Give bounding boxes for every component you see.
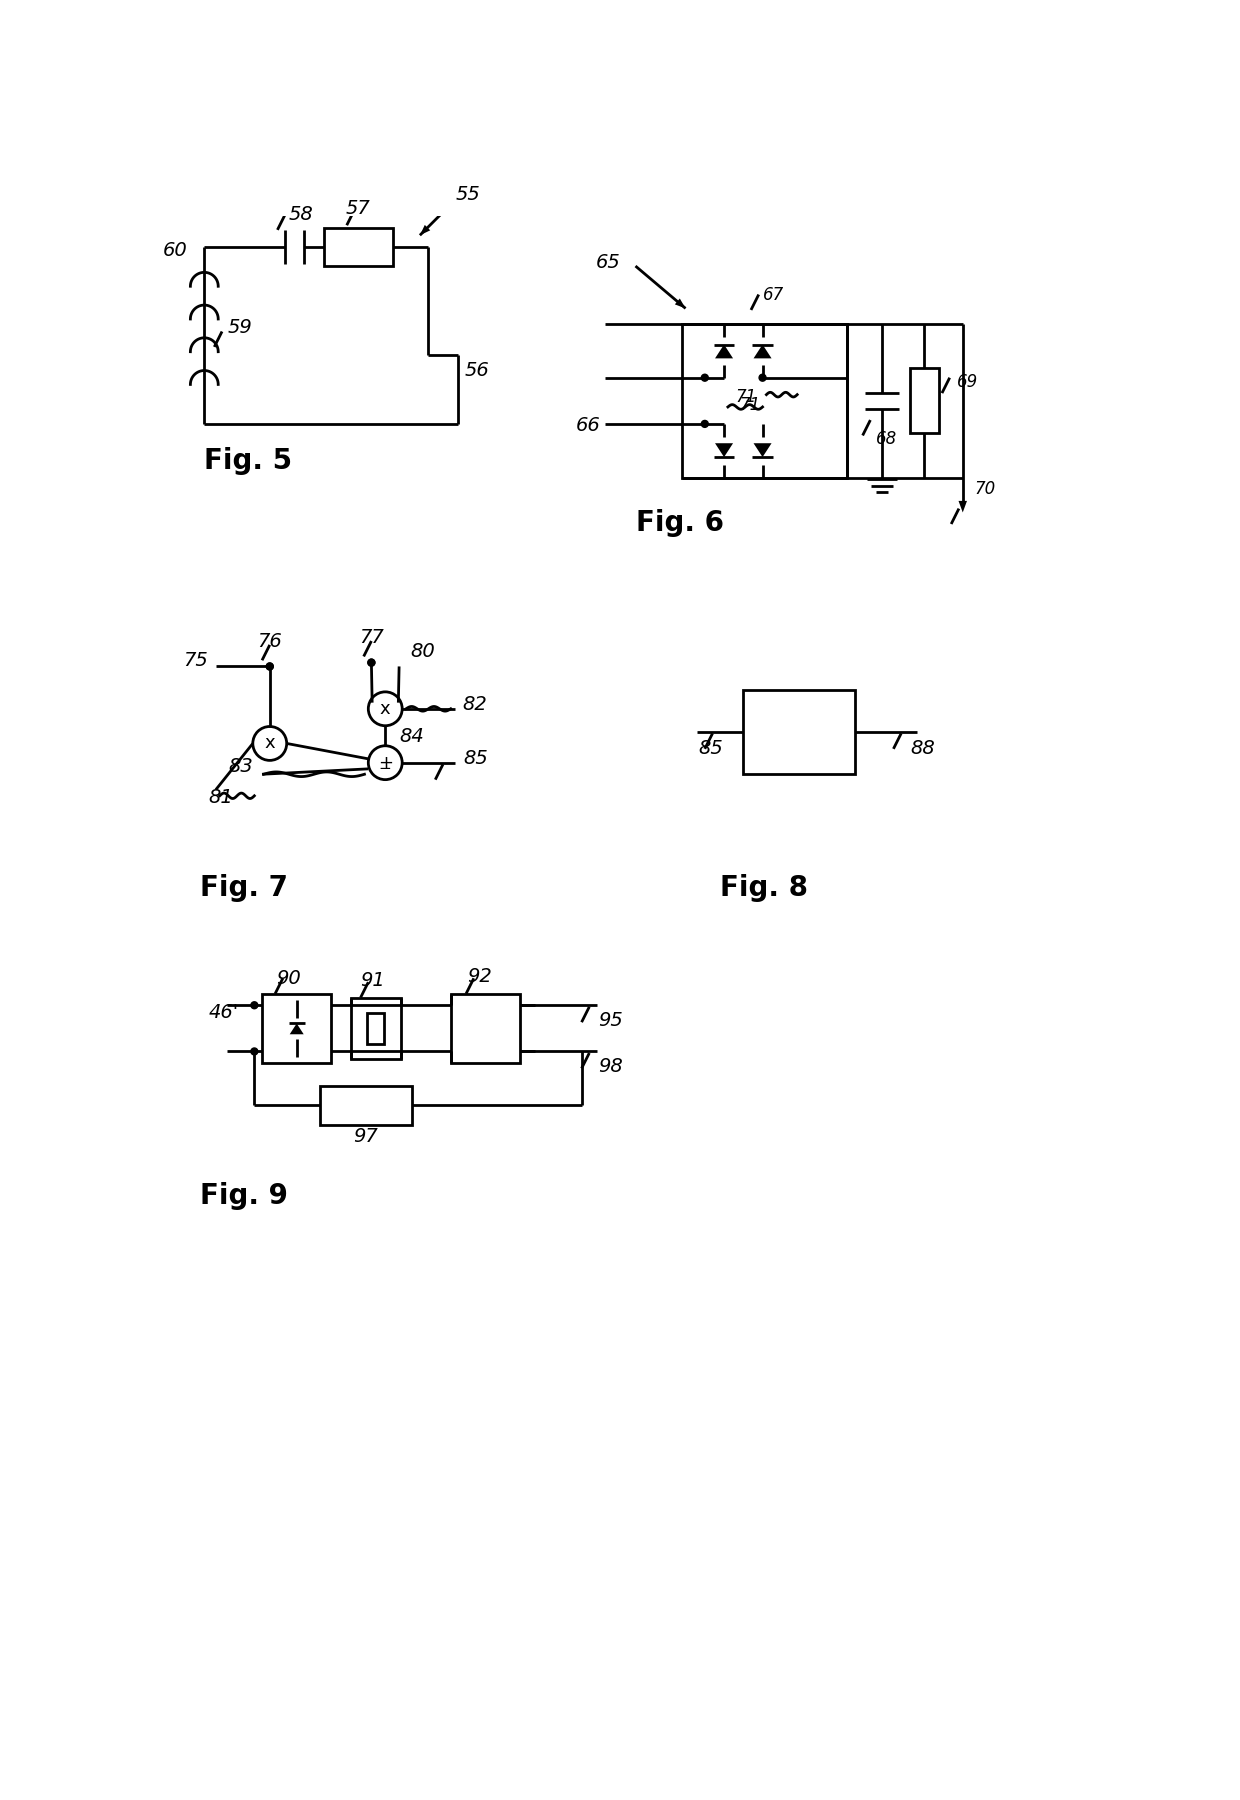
Polygon shape: [715, 344, 733, 358]
Circle shape: [368, 659, 374, 666]
Text: 91: 91: [360, 972, 384, 990]
Text: 82: 82: [463, 695, 487, 715]
Text: 81: 81: [208, 788, 233, 806]
Polygon shape: [290, 1024, 304, 1035]
Circle shape: [267, 662, 273, 670]
Circle shape: [267, 662, 273, 670]
Circle shape: [759, 374, 766, 382]
Circle shape: [702, 421, 708, 427]
Text: 84: 84: [399, 727, 424, 745]
Text: 46': 46': [208, 1003, 238, 1022]
Text: 83: 83: [228, 758, 253, 776]
Bar: [324, 227, 393, 266]
Text: −: −: [379, 761, 392, 776]
Text: 85: 85: [464, 749, 489, 769]
Polygon shape: [959, 500, 967, 513]
Polygon shape: [675, 299, 686, 308]
Circle shape: [702, 374, 708, 382]
Text: 60: 60: [162, 241, 187, 261]
Polygon shape: [754, 344, 771, 358]
Bar: [682, 324, 847, 477]
Text: Fig. 5: Fig. 5: [205, 446, 293, 475]
Text: Fig. 8: Fig. 8: [720, 875, 808, 902]
Bar: [367, 1013, 383, 1044]
Text: 97: 97: [353, 1127, 378, 1145]
Text: 71: 71: [735, 389, 756, 407]
Text: 67: 67: [763, 286, 784, 304]
Text: 58: 58: [289, 205, 314, 223]
Polygon shape: [754, 443, 771, 457]
Text: 65: 65: [595, 252, 620, 272]
Text: 88: 88: [910, 740, 935, 758]
Text: Fig. 6: Fig. 6: [635, 509, 723, 536]
Text: +: +: [378, 754, 393, 772]
Text: 68: 68: [875, 430, 897, 448]
Text: 55: 55: [456, 185, 481, 203]
Bar: [450, 994, 520, 1064]
Polygon shape: [715, 443, 733, 457]
Circle shape: [250, 1003, 258, 1008]
Text: 71: 71: [739, 396, 760, 414]
Text: 66: 66: [577, 416, 601, 436]
Bar: [320, 1085, 412, 1125]
Text: 69: 69: [956, 373, 978, 391]
Text: 92: 92: [467, 967, 492, 986]
Text: 57: 57: [346, 198, 371, 218]
Bar: [910, 367, 939, 434]
Text: Fig. 7: Fig. 7: [201, 875, 289, 902]
Text: 59: 59: [227, 319, 252, 337]
Text: 77: 77: [360, 628, 383, 648]
Text: 75: 75: [184, 652, 208, 670]
Circle shape: [250, 1048, 258, 1055]
Circle shape: [368, 659, 374, 666]
Text: 85: 85: [698, 740, 723, 758]
Text: 80: 80: [410, 641, 435, 661]
Text: 98: 98: [599, 1057, 624, 1076]
Polygon shape: [420, 225, 430, 236]
Text: 90: 90: [277, 968, 301, 988]
Text: 76: 76: [258, 632, 283, 652]
Text: Fig. 9: Fig. 9: [201, 1183, 289, 1210]
Bar: [743, 689, 854, 774]
Text: 56: 56: [465, 360, 490, 380]
Text: 95: 95: [599, 1012, 624, 1030]
Text: x: x: [379, 700, 391, 718]
Text: x: x: [264, 734, 275, 752]
Bar: [351, 997, 401, 1058]
Text: 70: 70: [975, 481, 996, 499]
Bar: [262, 994, 331, 1064]
